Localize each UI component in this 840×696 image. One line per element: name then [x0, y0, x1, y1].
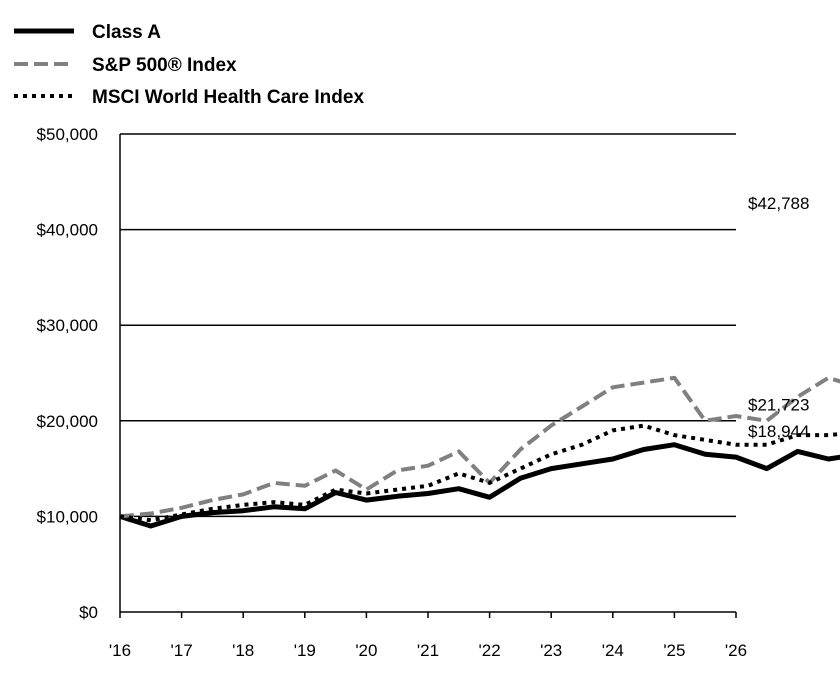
gridlines [120, 133, 736, 518]
series-line-1 [119, 375, 840, 519]
legend-label-sp500: S&P 500® Index [92, 55, 237, 76]
x-tick-label: '24 [602, 641, 624, 660]
legend-label-class-a: Class A [92, 22, 161, 43]
end-value-label-0: $18,944 [748, 422, 809, 441]
x-tick-label: '25 [663, 641, 685, 660]
x-tick-label: '23 [540, 641, 562, 660]
end-value-label-1: $42,788 [748, 194, 809, 213]
series-lines [119, 375, 840, 529]
x-tick-label: '19 [294, 641, 316, 660]
x-tick-label: '17 [171, 641, 193, 660]
y-tick-label: $20,000 [37, 412, 98, 431]
y-tick-label: $30,000 [37, 316, 98, 335]
end-value-label-2: $21,723 [748, 395, 809, 414]
legend-item-sp500: S&P 500® Index [14, 55, 237, 76]
legend-item-class-a: Class A [14, 22, 161, 43]
x-axis-tick-labels: '16 '17 '18 '19 '20 '21 '22 '23 '24 '25 '26 [109, 612, 747, 660]
legend-label-msci: MSCI World Health Care Index [92, 87, 364, 108]
y-axis-tick-labels: $0 $10,000 $20,000 $30,000 $40,000 $50,000 [37, 125, 98, 622]
x-tick-label: '16 [109, 641, 131, 660]
y-tick-label: $10,000 [37, 507, 98, 526]
y-tick-label: $0 [79, 603, 98, 622]
end-value-labels: $42,788 $21,723 $18,944 [748, 194, 809, 441]
y-tick-label: $40,000 [37, 221, 98, 240]
x-tick-label: '22 [479, 641, 501, 660]
x-tick-label: '20 [355, 641, 377, 660]
legend-item-msci: MSCI World Health Care Index [14, 87, 364, 108]
x-tick-label: '18 [232, 641, 254, 660]
x-tick-label: '26 [725, 641, 747, 660]
x-tick-label: '21 [417, 641, 439, 660]
legend: Class A S&P 500® Index MSCI World Health… [14, 22, 364, 108]
y-tick-label: $50,000 [37, 125, 98, 144]
series-line-0 [119, 442, 840, 529]
